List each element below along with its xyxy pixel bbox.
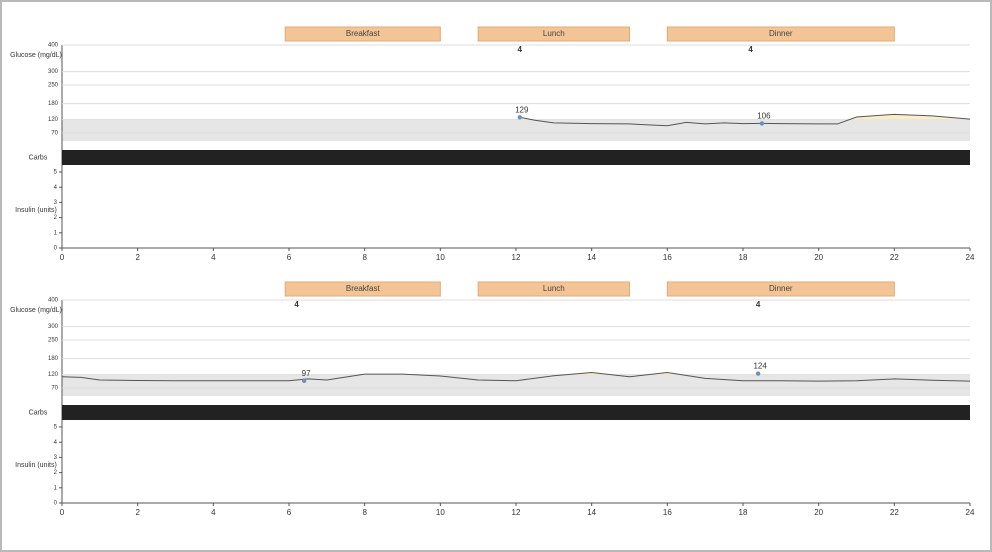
- y-tick-label: 0: [54, 501, 58, 507]
- target-band: [62, 374, 970, 396]
- y-tick-label: 300: [48, 69, 59, 75]
- glucose-line: [61, 372, 971, 382]
- insulin-label: Insulin (units): [15, 207, 57, 214]
- carbs-band: [62, 150, 970, 165]
- carbs-label: Carbs: [29, 154, 48, 161]
- x-tick-label: 14: [587, 253, 596, 262]
- x-tick-label: 20: [814, 253, 823, 262]
- marker-label: 124: [753, 362, 767, 371]
- meal-bar: [284, 281, 441, 297]
- glucose-marker: [517, 115, 522, 120]
- meal-bar: [284, 26, 441, 42]
- x-tick-label: 22: [890, 508, 899, 517]
- y-tick-label: 3: [54, 455, 58, 461]
- y-tick-label: 2: [54, 215, 58, 221]
- meal-label: Breakfast: [346, 284, 381, 293]
- x-tick-label: 18: [739, 508, 748, 517]
- insulin-dose: 4: [294, 300, 299, 309]
- x-tick-label: 2: [135, 253, 140, 262]
- meal-label: Lunch: [543, 29, 565, 38]
- y-tick-label: 3: [54, 200, 58, 206]
- y-tick-label: 250: [48, 83, 59, 89]
- x-tick-label: 0: [60, 508, 65, 517]
- y-axis-label: Glucose (mg/dL): [10, 52, 62, 59]
- x-tick-label: 18: [739, 253, 748, 262]
- meal-label: Dinner: [769, 29, 793, 38]
- x-tick-label: 24: [966, 508, 975, 517]
- y-tick-label: 1: [54, 230, 58, 236]
- x-tick-label: 10: [436, 253, 445, 262]
- insulin-dose: 4: [748, 45, 753, 54]
- x-tick-label: 22: [890, 253, 899, 262]
- x-tick-label: 16: [663, 253, 672, 262]
- x-tick-label: 10: [436, 508, 445, 517]
- glucose-marker: [759, 121, 765, 126]
- y-tick-label: 0: [54, 246, 58, 252]
- meal-label: Breakfast: [346, 29, 381, 38]
- insulin-dose: 4: [518, 45, 523, 54]
- x-tick-label: 24: [966, 253, 975, 262]
- y-tick-label: 180: [48, 101, 59, 107]
- x-tick-label: 0: [60, 253, 65, 262]
- y-tick-label: 5: [54, 170, 58, 176]
- marker-label: 106: [757, 112, 771, 121]
- insulin-label: Insulin (units): [15, 462, 57, 469]
- x-tick-label: 4: [211, 253, 216, 262]
- meal-bar: [666, 281, 895, 297]
- y-tick-label: 400: [48, 43, 59, 49]
- y-tick-label: 120: [48, 117, 59, 123]
- y-tick-label: 2: [54, 470, 58, 476]
- glucose-area: [361, 372, 682, 375]
- y-tick-label: 400: [48, 298, 59, 304]
- glucose-marker: [301, 378, 307, 383]
- y-tick-label: 4: [54, 440, 58, 446]
- y-tick-label: 70: [51, 131, 58, 137]
- x-tick-label: 6: [287, 253, 292, 262]
- target-band: [62, 119, 970, 141]
- carbs-label: Carbs: [29, 409, 48, 416]
- marker-label: 129: [515, 105, 529, 114]
- meal-label: Dinner: [769, 284, 793, 293]
- y-tick-label: 250: [48, 338, 59, 344]
- carbs-band: [62, 405, 970, 420]
- y-tick-label: 70: [51, 386, 58, 392]
- glucose-area: [519, 114, 970, 120]
- x-tick-label: 12: [512, 253, 521, 262]
- x-tick-label: 8: [362, 508, 367, 517]
- y-tick-label: 120: [48, 372, 59, 378]
- y-tick-label: 5: [54, 425, 58, 431]
- x-tick-label: 20: [814, 508, 823, 517]
- glucose-marker: [755, 371, 761, 376]
- x-tick-label: 6: [287, 508, 292, 517]
- meal-bar: [477, 26, 630, 42]
- meal-bar: [477, 281, 630, 297]
- marker-label: 97: [302, 369, 311, 378]
- x-tick-label: 8: [362, 253, 367, 262]
- y-tick-label: 300: [48, 324, 59, 330]
- glucose-line: [519, 113, 971, 127]
- x-tick-label: 14: [587, 508, 596, 517]
- x-tick-label: 16: [663, 508, 672, 517]
- x-tick-label: 4: [211, 508, 216, 517]
- meal-label: Lunch: [543, 284, 565, 293]
- y-axis-label: Glucose (mg/dL): [10, 307, 62, 314]
- x-tick-label: 12: [512, 508, 521, 517]
- y-tick-label: 180: [48, 356, 59, 362]
- insulin-dose: 4: [756, 300, 761, 309]
- y-tick-label: 1: [54, 485, 58, 491]
- y-tick-label: 4: [54, 185, 58, 191]
- x-tick-label: 2: [135, 508, 140, 517]
- meal-bar: [666, 26, 895, 42]
